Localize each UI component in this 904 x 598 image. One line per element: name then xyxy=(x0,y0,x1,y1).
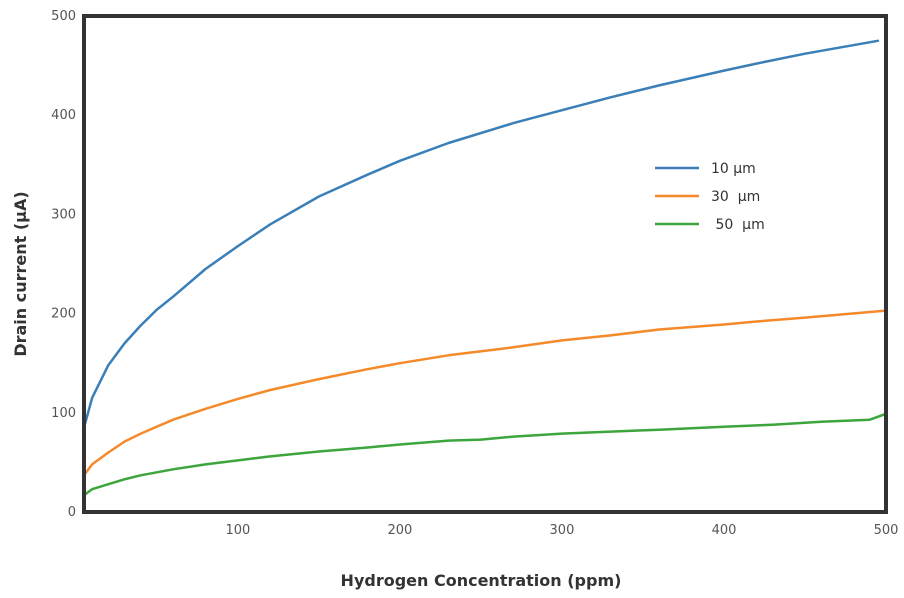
x-tick-label: 500 xyxy=(874,523,899,538)
x-tick-label: 100 xyxy=(226,523,251,538)
y-tick-label: 500 xyxy=(51,9,76,24)
y-tick-label: 0 xyxy=(68,505,76,520)
x-axis-title: Hydrogen Concentration (ppm) xyxy=(341,571,622,590)
y-tick-label: 200 xyxy=(51,307,76,322)
plot-frame xyxy=(82,14,888,514)
legend-label-3: 50 µm xyxy=(711,217,765,233)
x-tick-label: 300 xyxy=(550,523,575,538)
legend-label-2: 30 µm xyxy=(711,189,760,205)
y-tick-label: 100 xyxy=(51,406,76,421)
legend: 10 µm 30 µm 50 µm xyxy=(655,161,765,233)
series-line-2 xyxy=(82,309,888,477)
y-tick-label: 300 xyxy=(51,207,76,222)
x-tick-label: 200 xyxy=(388,523,413,538)
y-axis-title: Drain current (µA) xyxy=(11,191,30,356)
series-line-3 xyxy=(82,412,888,497)
ticks-layer: 0 100 200 300 400 500 100 200 300 400 500 xyxy=(51,9,898,538)
y-tick-label: 400 xyxy=(51,108,76,123)
series-layer xyxy=(82,39,888,497)
legend-label-1: 10 µm xyxy=(711,161,756,177)
x-tick-label: 400 xyxy=(712,523,737,538)
series-line-1 xyxy=(82,39,880,429)
